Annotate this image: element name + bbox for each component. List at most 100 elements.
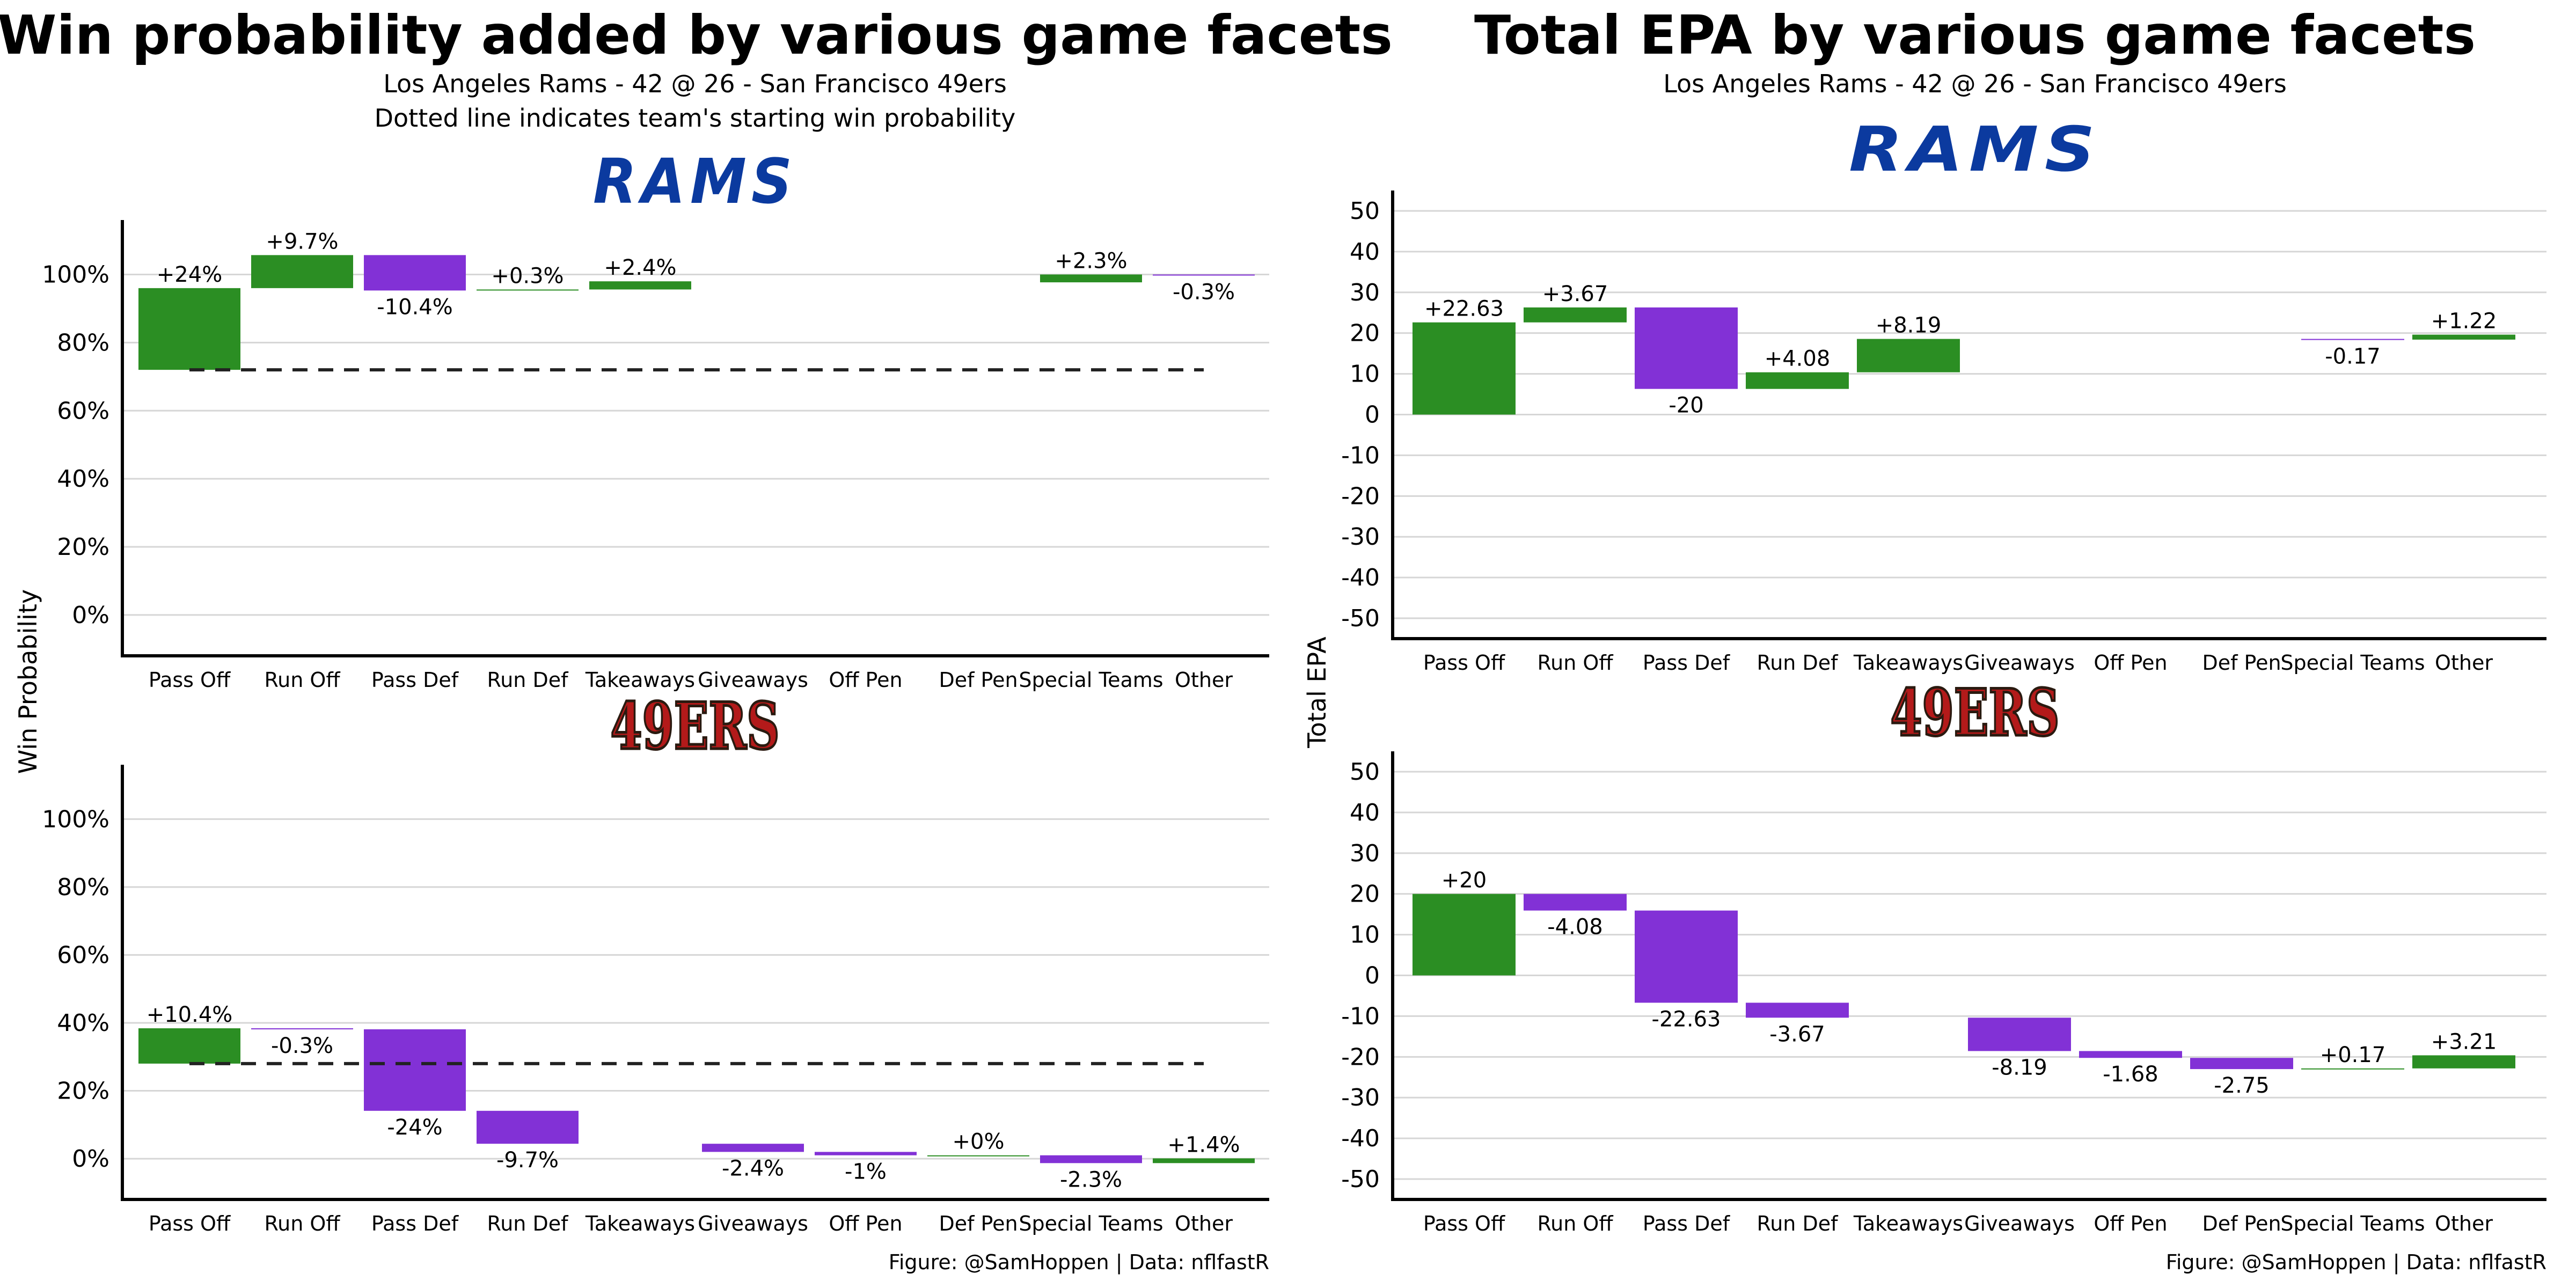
bar (2079, 1051, 2182, 1058)
y-tick-label: 50 (1350, 197, 1380, 225)
x-tick-label: Run Def (1757, 651, 1839, 675)
y-tick-label: 60% (57, 941, 109, 969)
x-tick-label: Def Pen (939, 668, 1018, 692)
data-label: -2.3% (1060, 1167, 1122, 1192)
data-label: +3.21 (2431, 1029, 2497, 1054)
bar (1968, 1018, 2071, 1051)
y-tick-label: -40 (1341, 1125, 1380, 1152)
data-label: -0.3% (271, 1034, 333, 1058)
y-tick-label: -10 (1341, 1002, 1380, 1030)
data-label: -10.4% (377, 295, 453, 319)
x-tick-label: Other (2435, 1212, 2493, 1235)
data-label: -2.75 (2214, 1073, 2270, 1098)
y-tick-label: 50 (1350, 758, 1380, 786)
x-tick-label: Takeaways (585, 668, 695, 692)
x-tick-label: Takeaways (1853, 1212, 1963, 1235)
left-subtitle-2: Dotted line indicates team's starting wi… (375, 104, 1016, 133)
x-tick-label: Pass Def (371, 1212, 459, 1235)
data-label: +1.4% (1167, 1132, 1240, 1157)
y-tick-label: -50 (1341, 1166, 1380, 1193)
y-tick-label: 20 (1350, 881, 1380, 908)
x-tick-label: Giveaways (698, 1212, 808, 1235)
data-label: +0% (953, 1130, 1005, 1154)
bar (1746, 1002, 1849, 1018)
data-label: -20 (1668, 393, 1703, 418)
bar (1746, 372, 1849, 389)
data-label: +2.3% (1055, 249, 1127, 274)
bar (2301, 1068, 2404, 1070)
x-tick-label: Takeaways (1853, 651, 1963, 675)
bar (1635, 910, 1738, 1003)
bar (138, 288, 240, 370)
x-tick-label: Other (2435, 651, 2493, 675)
x-tick-label: Giveaways (1964, 1212, 2075, 1235)
x-tick-label: Special Teams (2280, 651, 2425, 675)
x-tick-label: Run Def (487, 668, 569, 692)
y-tick-label: 30 (1350, 840, 1380, 867)
y-tick-label: -40 (1341, 564, 1380, 591)
bar (251, 255, 353, 288)
niners-wpa-chart: 0% 20% 40% 60% 80% 100% Pass Off Run Off Pass De… (42, 765, 1269, 1235)
right-caption: Figure: @SamHoppen | Data: nflfastR (2166, 1250, 2546, 1275)
y-tick-label: 20 (1350, 320, 1380, 347)
y-tick-label: 100% (42, 261, 109, 289)
bar (1413, 322, 1516, 415)
y-tick-label: 100% (42, 806, 109, 833)
bar (2190, 1058, 2293, 1070)
x-tick-label: Giveaways (698, 668, 808, 692)
y-tick-label: -20 (1341, 1043, 1380, 1071)
x-tick-label: Def Pen (2202, 651, 2281, 675)
y-tick-label: -20 (1341, 482, 1380, 510)
left-subtitle-1: Los Angeles Rams - 42 @ 26 - San Francis… (383, 69, 1007, 98)
bar (477, 1110, 579, 1144)
y-tick-label: 40% (57, 1009, 109, 1037)
data-label: +20 (1441, 868, 1487, 893)
data-label: -1% (845, 1160, 887, 1184)
right-subtitle-1: Los Angeles Rams - 42 @ 26 - San Francis… (1663, 69, 2287, 98)
y-tick-label: -30 (1341, 1084, 1380, 1111)
x-tick-label: Run Off (1537, 651, 1613, 675)
rams-epa-chart: -50 -40 -30 -20 -10 0 10 20 30 40 50 Pass Off Run Of… (1341, 191, 2546, 675)
y-tick-label: -10 (1341, 442, 1380, 469)
y-tick-label: 10 (1350, 361, 1380, 388)
y-tick-label: 40% (57, 465, 109, 493)
x-tick-label: Pass Def (1643, 1212, 1731, 1235)
data-label: +0.3% (491, 264, 564, 288)
x-tick-label: Run Off (264, 1212, 340, 1235)
x-tick-label: Pass Def (1643, 651, 1731, 675)
left-title: Win probability added by various game fa… (0, 4, 1393, 67)
data-label: +4.08 (1765, 347, 1831, 371)
data-label: +9.7% (266, 229, 338, 254)
left-y-axis-title: Win Probability (13, 589, 42, 774)
x-tick-label: Pass Off (149, 668, 231, 692)
y-tick-label: 60% (57, 397, 109, 425)
y-tick-label: -30 (1341, 523, 1380, 551)
bar (589, 281, 691, 290)
x-tick-label: Run Def (487, 1212, 569, 1235)
data-label: -9.7% (496, 1148, 559, 1173)
y-tick-label: 30 (1350, 279, 1380, 306)
y-tick-label: 80% (57, 874, 109, 901)
data-label: -24% (387, 1115, 442, 1140)
x-tick-label: Pass Off (1423, 1212, 1505, 1235)
data-label: -0.3% (1173, 280, 1235, 305)
bar (2412, 334, 2515, 340)
data-label: +1.22 (2431, 309, 2497, 334)
niners-epa-chart: -50 -40 -30 -20 -10 0 10 20 30 40 50 Pass Off Run Of… (1341, 751, 2546, 1235)
bar (2301, 339, 2404, 340)
bar (364, 255, 466, 291)
bar (1153, 274, 1255, 276)
y-tick-label: 10 (1350, 921, 1380, 949)
bar (364, 1029, 466, 1111)
bar (1153, 1158, 1255, 1163)
rams-logo-left: RAMS (593, 146, 797, 218)
data-label: +2.4% (604, 255, 676, 280)
x-tick-label: Off Pen (829, 1212, 902, 1235)
x-tick-label: Pass Def (371, 668, 459, 692)
x-tick-label: Def Pen (939, 1212, 1018, 1235)
rams-logo-right: RAMS (1849, 114, 2101, 186)
x-tick-label: Special Teams (2280, 1212, 2425, 1235)
x-tick-label: Off Pen (2094, 1212, 2167, 1235)
bar (1635, 307, 1738, 389)
